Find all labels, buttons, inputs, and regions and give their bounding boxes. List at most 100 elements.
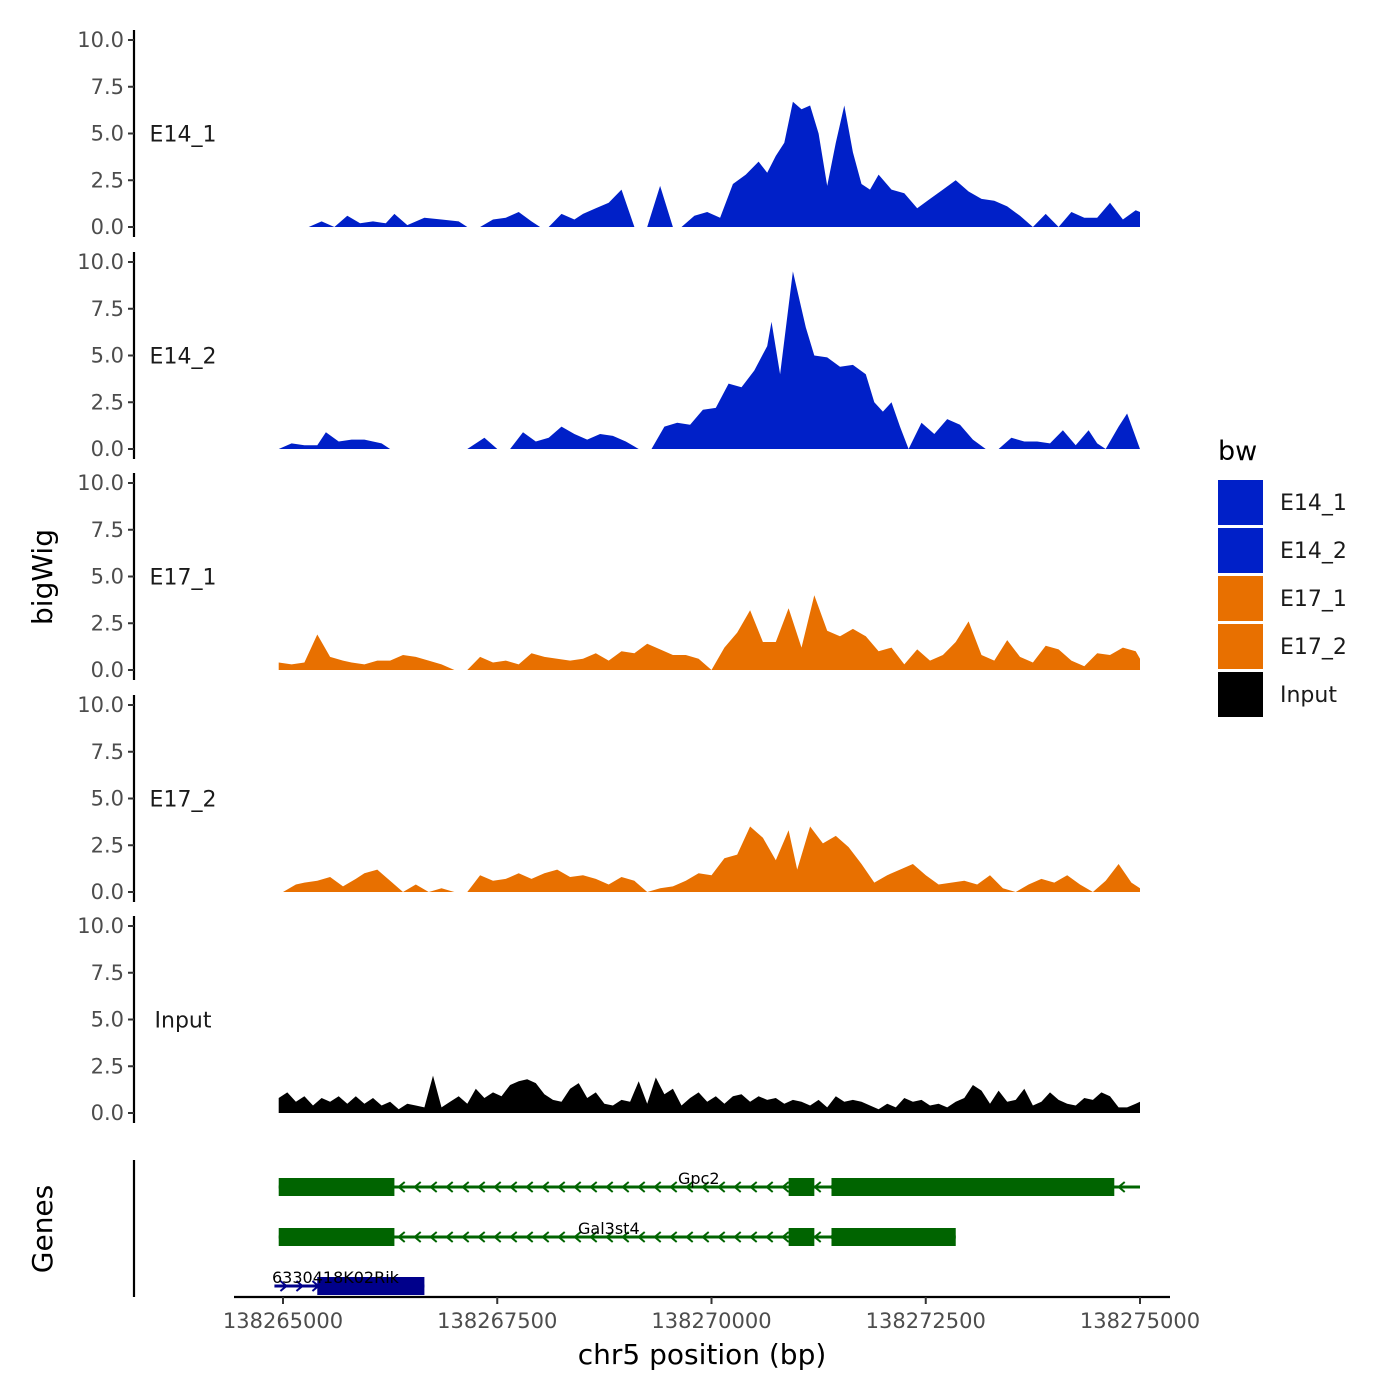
y-tick-label-E17_2: 0.0	[91, 880, 124, 904]
gene-strand-chevron-Gpc2	[1117, 1181, 1126, 1193]
gene-strand-chevron-Gal3st4	[637, 1231, 646, 1243]
gene-label-Gpc2: Gpc2	[678, 1169, 720, 1188]
y-tick-label-E17_1: 5.0	[91, 565, 124, 589]
gene-strand-chevron-Gal3st4	[541, 1231, 550, 1243]
gene-strand-chevron-Gpc2	[413, 1181, 422, 1193]
gene-strand-chevron-Gpc2	[781, 1181, 790, 1193]
gene-strand-chevron-Gpc2	[429, 1181, 438, 1193]
y-tick-label-E14_2: 7.5	[91, 297, 124, 321]
gene-label-6330418K02Rik: 6330418K02Rik	[272, 1268, 400, 1287]
legend-key-E14_1	[1218, 480, 1263, 525]
legend-key-E17_1	[1218, 576, 1263, 621]
gene-strand-chevron-Gpc2	[477, 1181, 486, 1193]
y-tick-label-E17_2: 5.0	[91, 787, 124, 811]
gene-strand-chevron-Gal3st4	[621, 1231, 630, 1243]
gene-exon-Gal3st4	[278, 1228, 395, 1246]
gene-strand-chevron-Gpc2	[749, 1181, 758, 1193]
y-tick-label-E17_2: 7.5	[91, 740, 124, 764]
track-label-Input: Input	[155, 1009, 212, 1034]
gene-exon-Gpc2	[831, 1178, 1115, 1196]
gene-strand-chevron-Gpc2	[605, 1181, 614, 1193]
y-tick-label-E14_1: 5.0	[91, 122, 124, 146]
gene-strand-chevron-Gal3st4	[445, 1231, 454, 1243]
gene-strand-chevron-Gal3st4	[477, 1231, 486, 1243]
gene-strand-chevron-Gpc2	[621, 1181, 630, 1193]
x-tick-label: 138272500	[866, 1309, 986, 1333]
track-label-E14_1: E14_1	[150, 123, 217, 148]
y-tick-label-E14_1: 10.0	[77, 28, 124, 52]
gene-strand-chevron-Gal3st4	[509, 1231, 518, 1243]
gene-strand-chevron-Gal3st4	[493, 1231, 502, 1243]
x-tick-label: 138265000	[223, 1309, 343, 1333]
genes-axis-title: Genes	[26, 1185, 59, 1273]
coverage-area-Input	[278, 1075, 1140, 1113]
gene-strand-chevron-Gal3st4	[461, 1231, 470, 1243]
gene-strand-chevron-Gal3st4	[765, 1231, 774, 1243]
gene-strand-chevron-Gal3st4	[653, 1231, 662, 1243]
y-tick-label-E14_1: 2.5	[91, 168, 124, 192]
y-tick-label-E17_1: 10.0	[77, 471, 124, 495]
y-tick-label-E14_2: 10.0	[77, 250, 124, 274]
gene-strand-chevron-Gpc2	[445, 1181, 454, 1193]
gene-strand-chevron-Gal3st4	[749, 1231, 758, 1243]
gene-strand-chevron-Gpc2	[557, 1181, 566, 1193]
coverage-area-E17_1	[278, 595, 1140, 670]
gene-strand-chevron-Gpc2	[541, 1181, 550, 1193]
gene-strand-chevron-6330418K02Rik	[279, 1280, 288, 1292]
y-tick-label-E14_1: 7.5	[91, 75, 124, 99]
gene-strand-chevron-Gal3st4	[397, 1231, 406, 1243]
gene-strand-chevron-Gal3st4	[573, 1231, 582, 1243]
x-axis-title: chr5 position (bp)	[578, 1338, 827, 1371]
gene-exon-Gpc2	[788, 1178, 815, 1196]
gene-strand-chevron-Gpc2	[525, 1181, 534, 1193]
gene-strand-chevron-Gpc2	[509, 1181, 518, 1193]
y-tick-label-Input: 5.0	[91, 1008, 124, 1032]
gene-strand-chevron-Gpc2	[813, 1181, 822, 1193]
legend-label-E17_2: E17_2	[1280, 635, 1347, 660]
y-tick-label-Input: 7.5	[91, 961, 124, 985]
gene-strand-chevron-Gpc2	[669, 1181, 678, 1193]
legend-title: bw	[1218, 436, 1257, 467]
legend-key-E14_2	[1218, 528, 1263, 573]
y-tick-label-E17_1: 2.5	[91, 611, 124, 635]
gene-strand-chevron-Gpc2	[589, 1181, 598, 1193]
gene-strand-chevron-Gal3st4	[605, 1231, 614, 1243]
gene-strand-chevron-Gpc2	[717, 1181, 726, 1193]
y-tick-label-E14_2: 5.0	[91, 344, 124, 368]
gene-strand-chevron-Gal3st4	[813, 1231, 822, 1243]
y-tick-label-E17_1: 7.5	[91, 518, 124, 542]
y-tick-label-E17_1: 0.0	[91, 658, 124, 682]
coverage-area-E14_1	[295, 101, 1140, 227]
gene-strand-chevron-Gpc2	[765, 1181, 774, 1193]
gene-strand-chevron-Gal3st4	[413, 1231, 422, 1243]
x-tick-label: 138267500	[437, 1309, 557, 1333]
gene-strand-chevron-Gpc2	[461, 1181, 470, 1193]
legend-key-E17_2	[1218, 624, 1263, 669]
gene-strand-chevron-Gpc2	[685, 1181, 694, 1193]
y-tick-label-E14_1: 0.0	[91, 215, 124, 239]
gene-label-Gal3st4: Gal3st4	[578, 1219, 640, 1238]
y-tick-label-Input: 2.5	[91, 1054, 124, 1078]
y-tick-label-Input: 0.0	[91, 1101, 124, 1125]
gene-strand-chevron-6330418K02Rik	[295, 1280, 304, 1292]
gene-exon-Gpc2	[278, 1178, 395, 1196]
gene-strand-chevron-Gpc2	[733, 1181, 742, 1193]
x-tick-label: 138270000	[651, 1309, 771, 1333]
gene-strand-chevron-Gal3st4	[557, 1231, 566, 1243]
gene-exon-6330418K02Rik	[317, 1277, 425, 1295]
coverage-area-E17_2	[283, 826, 1140, 892]
x-tick-label: 138275000	[1080, 1309, 1200, 1333]
legend-label-E17_1: E17_1	[1280, 587, 1347, 612]
gene-strand-chevron-Gpc2	[637, 1181, 646, 1193]
gene-strand-chevron-Gal3st4	[717, 1231, 726, 1243]
y-tick-label-E14_2: 0.0	[91, 437, 124, 461]
gene-strand-chevron-Gal3st4	[525, 1231, 534, 1243]
track-label-E17_1: E17_1	[150, 566, 217, 591]
gene-strand-chevron-Gal3st4	[733, 1231, 742, 1243]
y-tick-label-E17_2: 2.5	[91, 833, 124, 857]
gene-strand-chevron-Gal3st4	[685, 1231, 694, 1243]
gene-strand-chevron-Gal3st4	[429, 1231, 438, 1243]
gene-exon-Gal3st4	[831, 1228, 956, 1246]
gene-strand-chevron-Gpc2	[397, 1181, 406, 1193]
